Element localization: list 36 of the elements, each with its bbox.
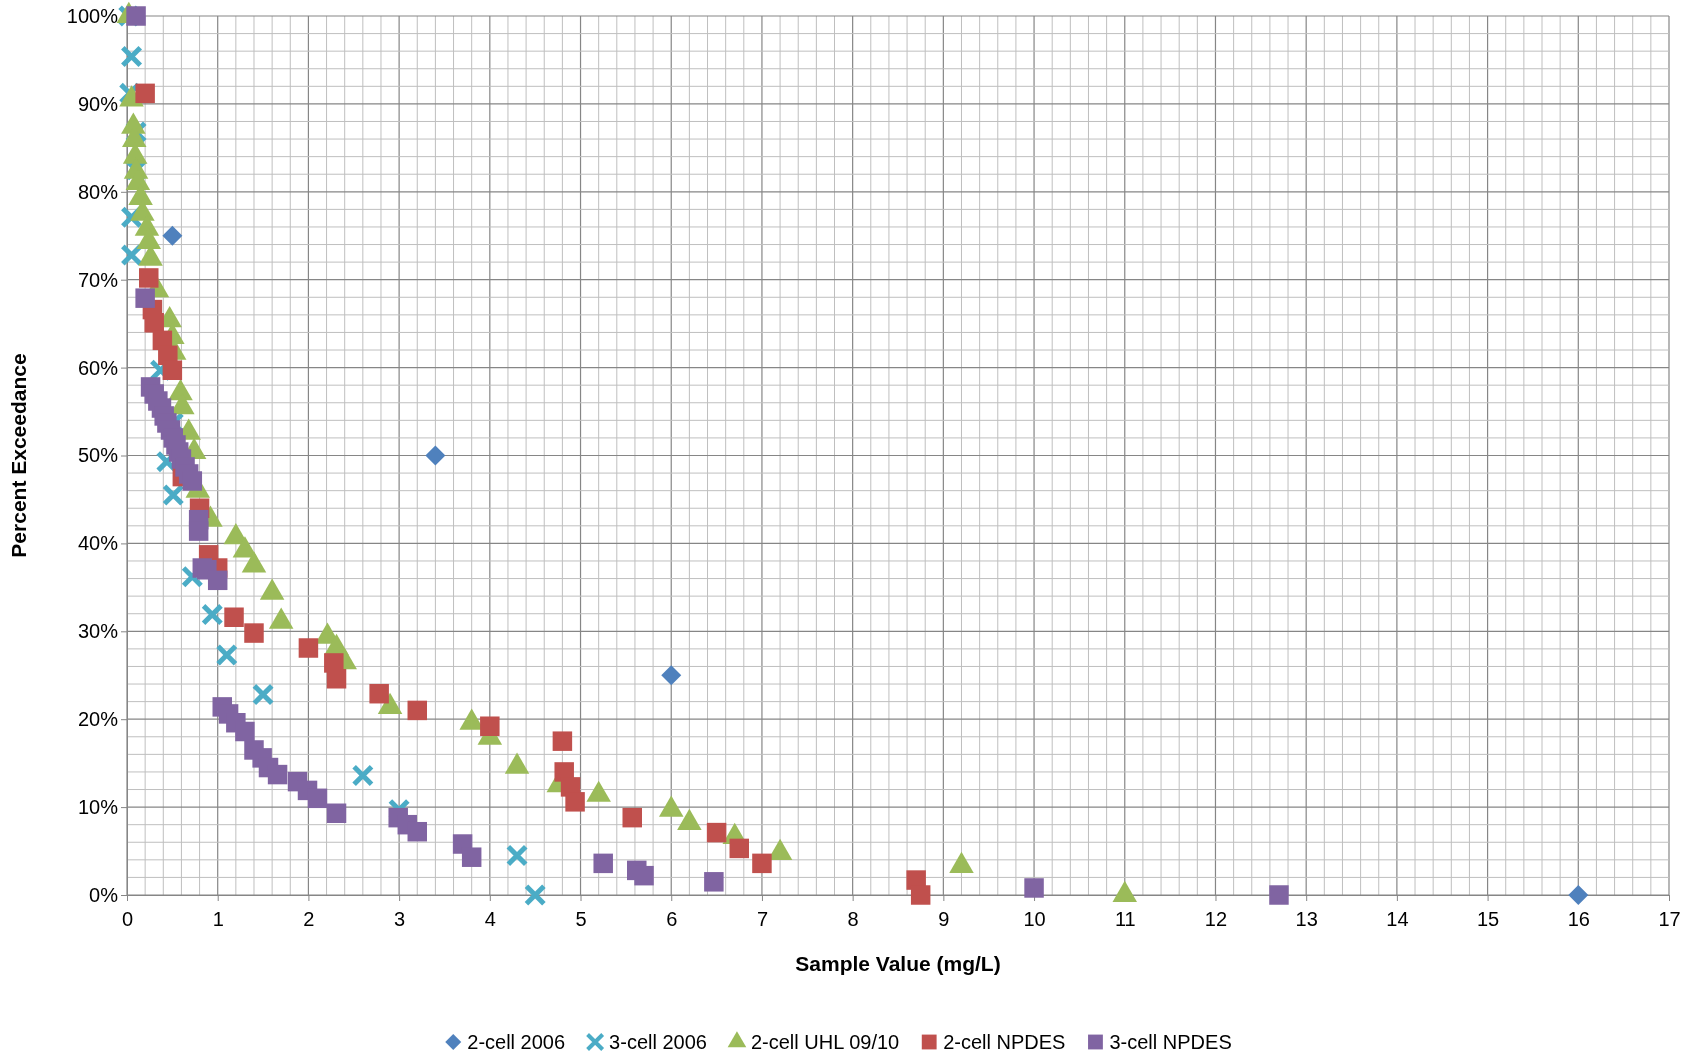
y-tick-label: 80%	[77, 180, 119, 203]
legend-label: 3-cell NPDES	[1109, 1031, 1232, 1053]
y-tick-label: 40%	[77, 532, 119, 555]
x-tick-label: 15	[1476, 908, 1500, 930]
x-tick-label: 6	[666, 908, 678, 930]
legend-label: 2-cell UHL 09/10	[750, 1031, 900, 1053]
x-tick-label: 13	[1295, 908, 1318, 930]
x-tick-label: 11	[1114, 908, 1136, 930]
x-tick-label: 14	[1386, 908, 1409, 930]
x-tick-label: 9	[938, 908, 950, 930]
x-tick-label: 4	[484, 908, 496, 930]
legend-label: 3-cell 2006	[609, 1031, 707, 1053]
x-tick-label: 17	[1658, 908, 1681, 930]
y-tick-label: 50%	[77, 444, 119, 467]
y-tick-label: 10%	[77, 796, 119, 818]
x-tick-label: 0	[121, 908, 134, 930]
y-tick-label: 60%	[77, 356, 119, 379]
x-tick-label: 2	[303, 908, 315, 930]
x-tick-label: 8	[847, 908, 859, 930]
y-tick-label: 70%	[77, 268, 119, 291]
y-tick-label: 90%	[77, 92, 119, 115]
x-tick-label: 5	[575, 908, 587, 930]
y-tick-label: 20%	[77, 708, 119, 731]
y-tick-label: 30%	[77, 620, 119, 643]
x-tick-label: 10	[1023, 908, 1046, 930]
x-axis-title: Sample Value (mg/L)	[795, 952, 1001, 975]
y-tick-label: 100%	[66, 4, 119, 27]
x-tick-label: 1	[212, 908, 224, 930]
x-tick-label: 7	[756, 908, 768, 930]
x-tick-label: 12	[1204, 908, 1228, 930]
x-tick-label: 3	[394, 908, 406, 930]
x-tick-label: 16	[1567, 908, 1590, 930]
y-axis-title: Percent Exceedance	[7, 353, 30, 558]
legend-label: 2-cell NPDES	[943, 1031, 1066, 1053]
legend-label: 2-cell 2006	[467, 1031, 566, 1053]
y-tick-label: 0%	[89, 883, 119, 906]
